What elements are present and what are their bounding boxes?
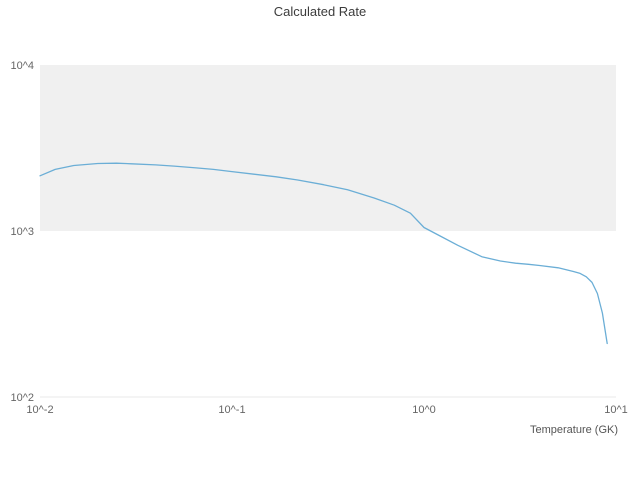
x-axis-label: Temperature (GK) bbox=[529, 424, 618, 436]
rate-series-line bbox=[39, 162, 608, 345]
decade-band bbox=[40, 65, 616, 231]
y-tick-label: 10^4 bbox=[10, 60, 34, 72]
x-tick-label: 10^-2 bbox=[26, 404, 53, 416]
x-tick-label: 10^1 bbox=[604, 404, 628, 416]
y-tick-label: 10^3 bbox=[10, 226, 34, 238]
x-tick-label: 10^-1 bbox=[218, 404, 245, 416]
chart-title: Calculated Rate bbox=[273, 4, 367, 19]
y-tick-label: 10^2 bbox=[10, 392, 34, 404]
x-tick-label: 10^0 bbox=[412, 404, 436, 416]
